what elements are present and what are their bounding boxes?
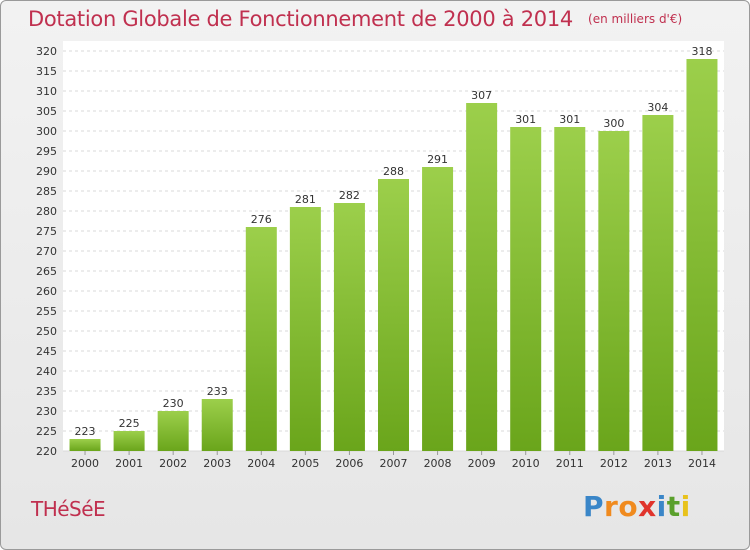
y-tick-label: 230: [36, 405, 57, 418]
bar: [378, 179, 409, 451]
bar: [598, 131, 630, 451]
bar: [333, 203, 365, 451]
y-tick-label: 225: [36, 425, 57, 438]
y-tick-label: 255: [36, 305, 57, 318]
value-label: 301: [559, 113, 580, 126]
x-tick-label: 2010: [512, 457, 540, 470]
y-tick-label: 260: [36, 285, 57, 298]
bar: [510, 127, 542, 451]
y-tick-label: 300: [36, 125, 57, 138]
y-tick-label: 295: [36, 145, 57, 158]
bar: [466, 103, 498, 451]
y-tick-label: 320: [36, 45, 57, 58]
proxiti-logo: Proxiti: [583, 490, 691, 523]
value-labels: 223 225 230 233 276 281 282 288 291 307 301 301 300 3…: [75, 45, 713, 438]
logo-letter: x: [638, 490, 657, 523]
logo-letter: o: [618, 490, 639, 523]
x-axis-ticks: 2000 2001 2002 2003 2004 2005 2006 2007 2008 2009…: [71, 451, 716, 470]
bar: [289, 207, 321, 451]
x-tick-label: 2012: [600, 457, 628, 470]
bar: [554, 127, 586, 451]
bar: [642, 115, 674, 451]
value-label: 281: [295, 193, 316, 206]
bar: [201, 399, 233, 451]
logo-letter: P: [583, 490, 605, 523]
y-tick-label: 250: [36, 325, 57, 338]
bar: [113, 431, 145, 451]
value-label: 304: [647, 101, 668, 114]
x-tick-label: 2001: [115, 457, 143, 470]
x-tick-label: 2006: [335, 457, 363, 470]
x-tick-label: 2000: [71, 457, 99, 470]
value-label: 223: [75, 425, 96, 438]
x-tick-label: 2004: [247, 457, 275, 470]
y-tick-label: 270: [36, 245, 57, 258]
bar: [69, 439, 101, 451]
value-label: 225: [119, 417, 140, 430]
x-tick-label: 2011: [556, 457, 584, 470]
value-label: 282: [339, 189, 360, 202]
bar: [422, 167, 454, 451]
y-tick-label: 265: [36, 265, 57, 278]
x-tick-label: 2002: [159, 457, 187, 470]
value-label: 288: [383, 165, 404, 178]
y-tick-label: 305: [36, 105, 57, 118]
x-tick-label: 2009: [468, 457, 496, 470]
logo-letter: i: [656, 490, 667, 523]
y-axis-ticks: 220 225 230 235 240 245 250 255 260 265 270 275 280 2…: [36, 45, 57, 458]
value-label: 318: [691, 45, 712, 58]
logo-letter: i: [680, 490, 691, 523]
y-tick-label: 235: [36, 385, 57, 398]
y-tick-label: 245: [36, 345, 57, 358]
bar: [157, 411, 189, 451]
bar: [245, 227, 277, 451]
x-tick-label: 2008: [424, 457, 452, 470]
value-label: 276: [251, 213, 272, 226]
bar: [686, 59, 718, 451]
y-tick-label: 315: [36, 65, 57, 78]
x-tick-label: 2013: [644, 457, 672, 470]
x-tick-label: 2014: [688, 457, 716, 470]
bars: [69, 59, 718, 451]
value-label: 307: [471, 89, 492, 102]
value-label: 230: [163, 397, 184, 410]
x-tick-label: 2005: [291, 457, 319, 470]
x-tick-label: 2007: [380, 457, 408, 470]
x-tick-label: 2003: [203, 457, 231, 470]
y-tick-label: 285: [36, 185, 57, 198]
logo-letter: r: [604, 490, 619, 523]
chart-title: Dotation Globale de Fonctionnement de 20…: [28, 7, 573, 31]
value-label: 301: [515, 113, 536, 126]
title-row: Dotation Globale de Fonctionnement de 20…: [28, 7, 682, 31]
y-tick-label: 310: [36, 85, 57, 98]
y-tick-label: 220: [36, 445, 57, 458]
commune-name: THéSéE: [31, 497, 106, 521]
logo-letter: t: [666, 490, 681, 523]
y-tick-label: 280: [36, 205, 57, 218]
y-tick-label: 275: [36, 225, 57, 238]
y-tick-label: 240: [36, 365, 57, 378]
y-tick-label: 290: [36, 165, 57, 178]
value-label: 291: [427, 153, 448, 166]
value-label: 300: [603, 117, 624, 130]
chart-subtitle: (en milliers d'€): [588, 12, 683, 26]
value-label: 233: [207, 385, 228, 398]
